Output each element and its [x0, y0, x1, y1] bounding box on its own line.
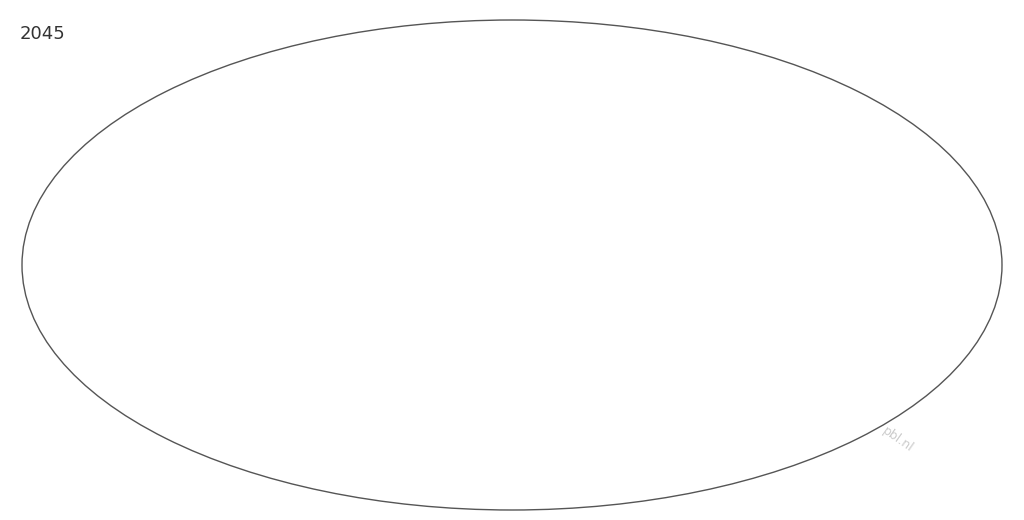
Text: 2045: 2045: [20, 25, 66, 43]
Text: pbl.nl: pbl.nl: [880, 424, 915, 455]
Ellipse shape: [22, 20, 1002, 510]
